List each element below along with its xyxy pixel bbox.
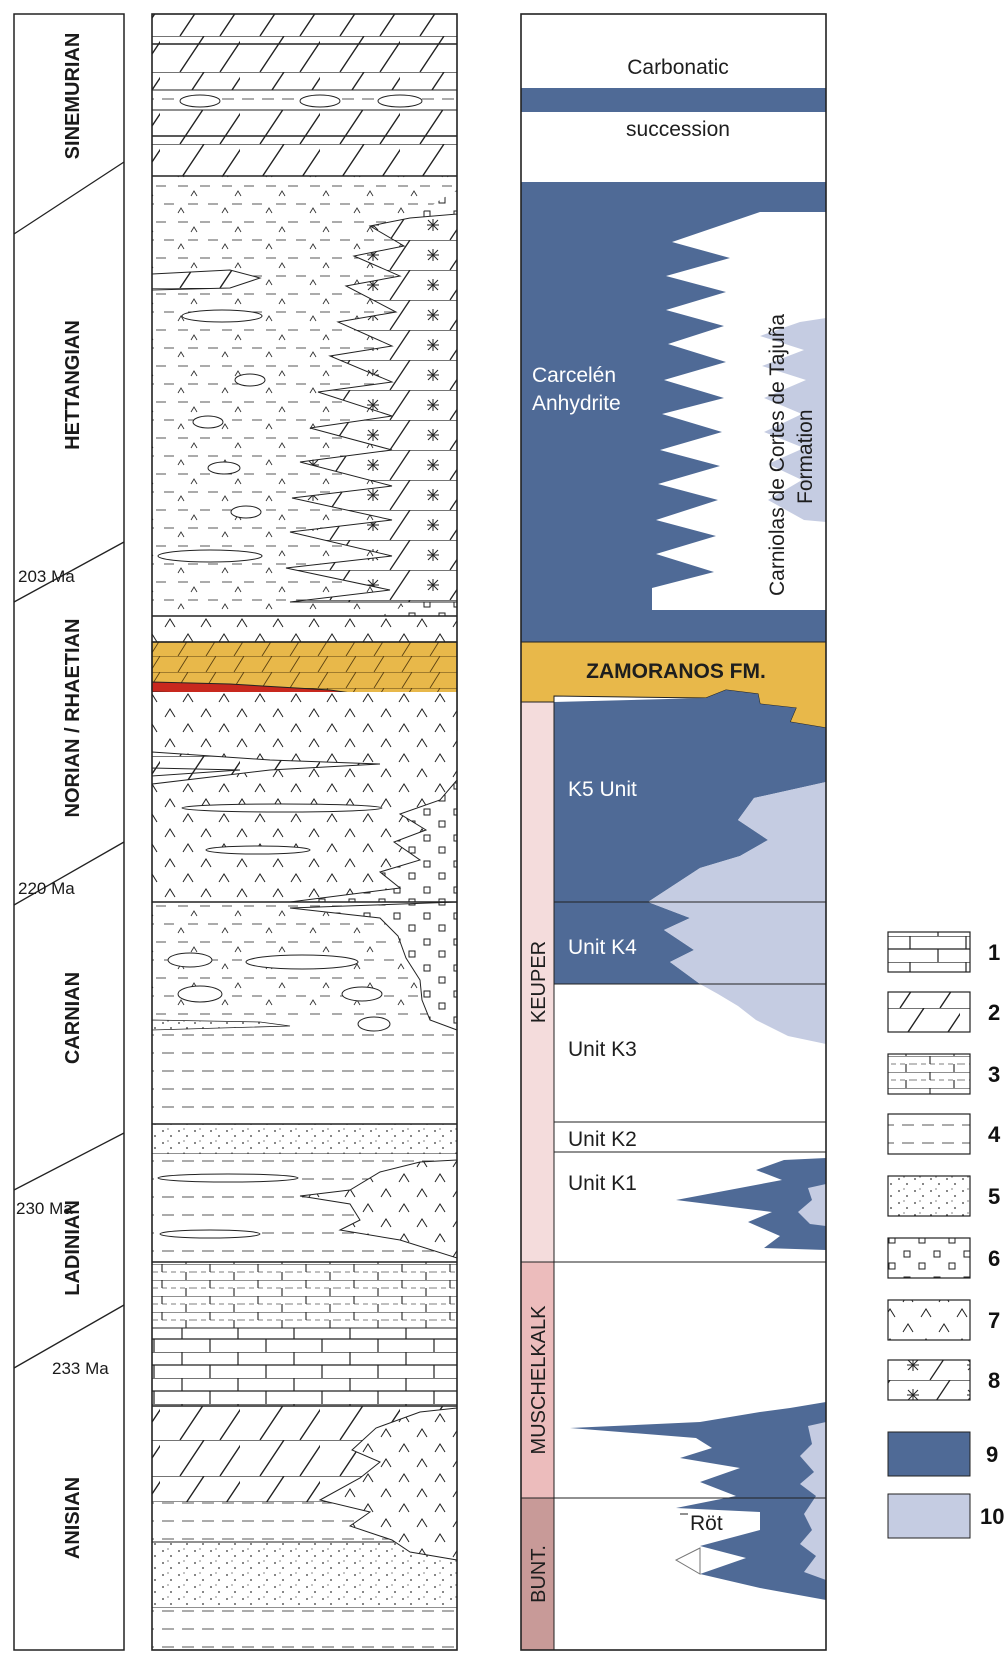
legend-label-3: 3 bbox=[988, 1062, 1000, 1087]
stage-column: SINEMURIAN HETTANGIAN NORIAN / RHAETIAN … bbox=[13, 13, 125, 1651]
age-label-220: 220 Ma bbox=[18, 879, 75, 898]
age-label-233: 233 Ma bbox=[52, 1359, 109, 1378]
k1-unit-evaporite bbox=[676, 1158, 826, 1250]
unit-boundaries bbox=[554, 901, 826, 1515]
stage-label-hettangian: HETTANGIAN bbox=[62, 320, 84, 450]
keuper-group-label: KEUPER bbox=[528, 941, 550, 1023]
k2-unit-label: Unit K2 bbox=[568, 1128, 637, 1151]
litho-bed-boundaries bbox=[152, 43, 457, 1407]
carniolas-label-1: Carniolas de Cortes de Tajuña bbox=[766, 314, 789, 596]
legend-label-4: 4 bbox=[988, 1122, 1001, 1147]
muschelkalk-salt bbox=[800, 1422, 826, 1580]
legend-swatch-8 bbox=[887, 1359, 971, 1401]
k1-unit-salt bbox=[798, 1184, 826, 1226]
k4-unit-label: Unit K4 bbox=[568, 936, 637, 959]
zamoranos-label: ZAMORANOS FM. bbox=[586, 660, 766, 683]
carcelen-anhydrite-label-1: Carcelén bbox=[532, 364, 616, 387]
carcelen-anhydrite bbox=[521, 182, 826, 642]
stage-label-sinemurian: SINEMURIAN bbox=[62, 33, 84, 160]
age-label-203: 203 Ma bbox=[18, 567, 75, 586]
stage-label-ladinian: LADINIAN bbox=[62, 1200, 84, 1296]
muschelkalk-band bbox=[520, 1261, 555, 1499]
anisian-basal-shale bbox=[152, 1608, 457, 1650]
legend-swatch-2 bbox=[887, 991, 971, 1033]
carbonatic-evaporite-band bbox=[521, 88, 826, 112]
carnian-salt-wedge bbox=[289, 901, 458, 1031]
legend-swatch-5 bbox=[887, 1175, 971, 1217]
hettangian-oolitic-dolomite bbox=[285, 213, 458, 603]
legend-label-5: 5 bbox=[988, 1184, 1000, 1209]
anisian-evaporite-wedge bbox=[318, 1407, 458, 1561]
lower-carnian-evaporite-wedge bbox=[299, 1159, 458, 1259]
legend-label-8: 8 bbox=[988, 1368, 1000, 1393]
ladinian-limestone bbox=[151, 1327, 458, 1407]
carbonatic-label: Carbonatic bbox=[627, 56, 729, 79]
carnian-sandstone bbox=[151, 1123, 458, 1155]
succession-label: succession bbox=[626, 118, 730, 141]
legend-label-9: 9 bbox=[986, 1442, 998, 1467]
hettangian-basal-gypsum bbox=[151, 615, 458, 643]
legend-swatch-6 bbox=[887, 1237, 971, 1279]
age-label-230: 230 Ma bbox=[16, 1199, 73, 1218]
k4-unit-evaporite bbox=[554, 902, 700, 984]
legend-swatch-9 bbox=[887, 1431, 971, 1477]
carnian-lower-shale bbox=[152, 1018, 457, 1124]
bunt-group-label: BUNT. bbox=[528, 1545, 550, 1603]
muschelkalk-evaporite bbox=[570, 1402, 826, 1600]
legend: 1 2 3 4 5 6 7 8 9 10 bbox=[887, 931, 1004, 1539]
stage-boundaries bbox=[13, 161, 125, 1369]
ladinian-marly-limestone bbox=[151, 1261, 458, 1329]
legend-label-2: 2 bbox=[988, 1000, 1000, 1025]
k5-unit-evaporite bbox=[554, 690, 826, 902]
carniolas-formation bbox=[760, 318, 826, 522]
legend-swatch-4 bbox=[887, 1113, 971, 1155]
sinemurian-gypsum-nodules bbox=[179, 94, 423, 108]
k3-unit-label: Unit K3 bbox=[568, 1038, 637, 1061]
k5-unit-label: K5 Unit bbox=[568, 778, 637, 801]
legend-swatch-3 bbox=[887, 1053, 971, 1095]
bunt-thin-lens bbox=[674, 1547, 701, 1575]
units-column: Carbonatic succession Carcelén Anhydrite… bbox=[520, 13, 827, 1651]
lithologic-column bbox=[151, 13, 458, 1651]
bunt-band bbox=[520, 1497, 555, 1651]
legend-swatch-10 bbox=[887, 1493, 971, 1539]
muschelkalk-group-label: MUSCHELKALK bbox=[528, 1305, 550, 1455]
stage-label-anisian: ANISIAN bbox=[62, 1477, 84, 1559]
hettangian-gypsum-nodules bbox=[157, 309, 266, 563]
legend-swatch-1 bbox=[887, 931, 971, 973]
carcelen-anhydrite-label-2: Anhydrite bbox=[532, 392, 621, 415]
carnian-gypsum-nodules bbox=[167, 952, 391, 1032]
legend-label-10: 10 bbox=[980, 1504, 1004, 1529]
norian-shale-lenses bbox=[181, 803, 383, 855]
stage-label-carnian: CARNIAN bbox=[62, 972, 84, 1064]
keuper-salt-light bbox=[648, 782, 826, 1044]
legend-label-1: 1 bbox=[988, 940, 1000, 965]
k1-unit-label: Unit K1 bbox=[568, 1172, 637, 1195]
legend-label-7: 7 bbox=[988, 1308, 1000, 1333]
keuper-band bbox=[520, 701, 555, 1263]
stage-label-norian-rhaetian: NORIAN / RHAETIAN bbox=[62, 619, 84, 818]
carniolas-label-2: Formation bbox=[794, 409, 817, 504]
rot-label: Röt bbox=[690, 1512, 723, 1535]
lower-carnian-shale-lenses bbox=[157, 1173, 299, 1239]
legend-swatch-7 bbox=[887, 1299, 971, 1341]
anisian-sandstone bbox=[151, 1541, 458, 1609]
legend-label-6: 6 bbox=[988, 1246, 1000, 1271]
